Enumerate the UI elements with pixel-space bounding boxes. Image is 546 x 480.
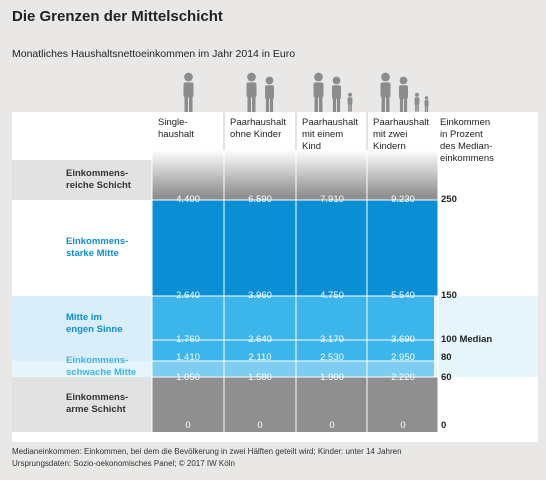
percent-level-label: 250 [441, 194, 457, 205]
income-threshold-value: 2.530 [320, 352, 344, 363]
income-threshold-value: 6.590 [248, 194, 272, 205]
poor-band [152, 377, 438, 432]
income-threshold-value: 2.640 [248, 334, 272, 345]
column-header: Paarhaushalt mit zwei Kindern [373, 117, 429, 153]
band-label-line: starke Mitte [66, 248, 119, 259]
income-threshold-value: 1.050 [176, 372, 200, 383]
couple-two-children-icon [367, 66, 439, 112]
income-threshold-value: 0 [185, 420, 191, 431]
child-figure [347, 92, 353, 112]
child-figure [424, 96, 428, 112]
band-label: Einkommens-schwache Mitte [66, 355, 136, 379]
band-label: Einkommens-starke Mitte [66, 236, 128, 260]
income-threshold-value: 2.220 [391, 372, 415, 383]
column-header-line: Paarhaushalt [302, 117, 358, 128]
band-label-line: Einkommens- [66, 392, 129, 403]
income-threshold-value: 3.960 [248, 290, 272, 301]
income-threshold-value: 4.750 [320, 290, 344, 301]
income-threshold-value: 3.170 [320, 334, 344, 345]
band-label-line: Einkommens- [66, 168, 129, 179]
narrow-middle-band [152, 296, 438, 361]
band-label: Mitte im engen Sinne [66, 312, 122, 336]
column-header-line: haushalt [158, 129, 194, 140]
income-threshold-value: 1.900 [320, 372, 344, 383]
percent-level-label: 60 [441, 372, 452, 383]
income-threshold-value: 0 [329, 420, 335, 431]
percent-header-line: in Prozent [440, 129, 483, 140]
child-figure [414, 92, 419, 112]
income-threshold-value: 1.580 [248, 372, 272, 383]
column-header-line: ohne Kinder [230, 129, 282, 140]
adult-figure [313, 72, 324, 112]
rich-band [152, 196, 438, 200]
label-bg-strong [12, 200, 152, 296]
couple-icon [224, 66, 296, 112]
label-bg-rich [12, 160, 152, 200]
band-label-line: schwache Mitte [66, 367, 137, 378]
column-header: Paarhaushalt mit einem Kind [302, 117, 358, 153]
percent-level-label: 80 [441, 352, 452, 363]
adult-figure [265, 76, 274, 112]
column-header-line: Kindern [373, 141, 406, 152]
income-threshold-value: 5.540 [391, 290, 415, 301]
percent-column-header: Einkommen in Prozent des Median- einkomm… [440, 117, 494, 165]
chart-subtitle: Monatliches Haushaltsnettoeinkommen im J… [12, 48, 296, 60]
band-label-line: engen Sinne [66, 324, 123, 335]
percent-column-background [434, 112, 538, 442]
band-label-line: arme Schicht [66, 404, 126, 415]
adult-figure [183, 72, 193, 112]
column-header-line: Kind [302, 141, 322, 152]
income-threshold-value: 7.910 [320, 194, 344, 205]
income-threshold-value: 0 [257, 420, 263, 431]
income-threshold-value: 3.690 [391, 334, 415, 345]
band-label-line: reiche Schicht [66, 180, 131, 191]
adult-figure [246, 72, 257, 112]
adult-figure [380, 72, 390, 112]
income-threshold-value: 1.410 [176, 352, 200, 363]
strong-middle-band [152, 200, 438, 296]
income-threshold-value: 1.760 [176, 334, 200, 345]
column-header-line: Single- [158, 117, 188, 128]
column-header-line: mit einem [302, 129, 344, 140]
income-threshold-value: 2.640 [176, 290, 200, 301]
income-threshold-value: 0 [400, 420, 406, 431]
percent-level-label: 0 [441, 420, 447, 431]
rich-band-fade [152, 150, 438, 196]
band-label-line: Einkommens- [66, 236, 129, 247]
couple-one-child-icon [296, 66, 368, 112]
band-label: Einkommens-arme Schicht [66, 392, 128, 416]
percent-level-label: 150 [441, 290, 457, 301]
adult-figure [332, 76, 341, 112]
income-threshold-value: 2.110 [248, 352, 272, 363]
percent-bg-middle [434, 296, 538, 377]
single-person-icon [152, 66, 224, 112]
adult-figure [398, 76, 408, 112]
income-threshold-value: 2.950 [391, 352, 415, 363]
percent-header-line: des Median- [440, 141, 493, 152]
income-threshold-value: 9.230 [391, 194, 415, 205]
band-label: Einkommens-reiche Schicht [66, 168, 131, 192]
income-threshold-value: 4.400 [176, 194, 200, 205]
label-bg-narrow [12, 296, 152, 361]
household-icons [0, 66, 546, 112]
band-label-line: Einkommens- [66, 355, 129, 366]
label-bg-weak [12, 361, 152, 377]
column-header-line: Paarhaushalt [230, 117, 286, 128]
column-header-line: Paarhaushalt [373, 117, 429, 128]
percent-header-line: Einkommen [440, 117, 491, 128]
footnote-source: Ursprungsdaten: Sozio-oekonomisches Pane… [12, 459, 235, 468]
column-header-line: mit zwei [373, 129, 408, 140]
percent-header-line: einkommens [440, 153, 494, 164]
band-label-line: Mitte im [66, 312, 102, 323]
column-header: Single-haushalt [158, 117, 194, 141]
chart-title: Die Grenzen der Mittelschicht [12, 8, 223, 25]
column-header: Paarhaushalt ohne Kinder [230, 117, 286, 141]
footnote-median: Medianeinkommen: Einkommen, bei dem die … [12, 447, 402, 456]
percent-level-label: 100 Median [441, 334, 493, 345]
label-bg-poor [12, 377, 152, 432]
